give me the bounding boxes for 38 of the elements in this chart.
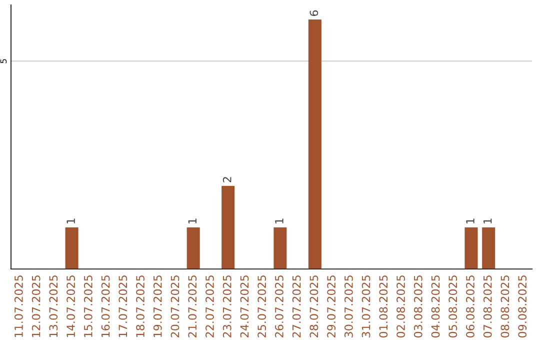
x-tick-label: 01.08.2025 [379, 276, 388, 338]
x-tick-label: 13.07.2025 [49, 276, 58, 337]
x-tick-label: 03.08.2025 [414, 276, 422, 338]
x-tick-label: 17.07.2025 [118, 276, 128, 337]
x-tick-label: 16.07.2025 [101, 276, 110, 337]
x-tick-label: 12.07.2025 [32, 276, 40, 337]
x-tick-label: 29.07.2025 [327, 276, 336, 338]
data-label: 1 [188, 218, 196, 224]
x-tick-label: 20.07.2025 [170, 276, 180, 338]
x-tick-label: 22.07.2025 [206, 276, 214, 338]
data-label: 1 [275, 218, 284, 224]
x-tick-label: 31.07.2025 [362, 276, 370, 338]
x-tick-label: 27.07.2025 [292, 276, 301, 338]
data-label: 1 [484, 218, 492, 224]
x-tick-label: 07.08.2025 [483, 276, 492, 338]
data-label: 6 [310, 10, 318, 16]
data-label: 1 [466, 218, 474, 224]
x-tick-label: 28.07.2025 [310, 276, 318, 338]
x-tick-label: 11.07.2025 [14, 276, 23, 337]
x-tick-label: 05.08.2025 [448, 276, 458, 338]
data-label: 1 [66, 218, 75, 224]
x-tick-label: 08.08.2025 [500, 276, 510, 338]
x-tick-label: 02.08.2025 [396, 276, 405, 338]
x-tick-label: 25.07.2025 [258, 276, 266, 338]
data-label: 2 [222, 177, 232, 182]
x-tick-label: 14.07.2025 [66, 276, 76, 337]
x-tick-label: 21.07.2025 [188, 276, 197, 338]
x-tick-label: 15.07.2025 [84, 276, 92, 337]
x-tick-label: 24.07.2025 [240, 276, 249, 338]
x-tick-label: 23.07.2025 [222, 276, 232, 338]
x-tick-label: 19.07.2025 [153, 276, 162, 337]
x-tick-label: 04.08.2025 [431, 276, 440, 338]
x-tick-label: 30.07.2025 [344, 276, 353, 338]
y-tick-label: 5 [0, 59, 7, 64]
x-tick-label: 26.07.2025 [275, 276, 284, 338]
x-tick-label: 09.08.2025 [518, 276, 527, 338]
x-tick-label: 18.07.2025 [136, 276, 144, 337]
x-tick-label: 06.08.2025 [466, 276, 474, 338]
